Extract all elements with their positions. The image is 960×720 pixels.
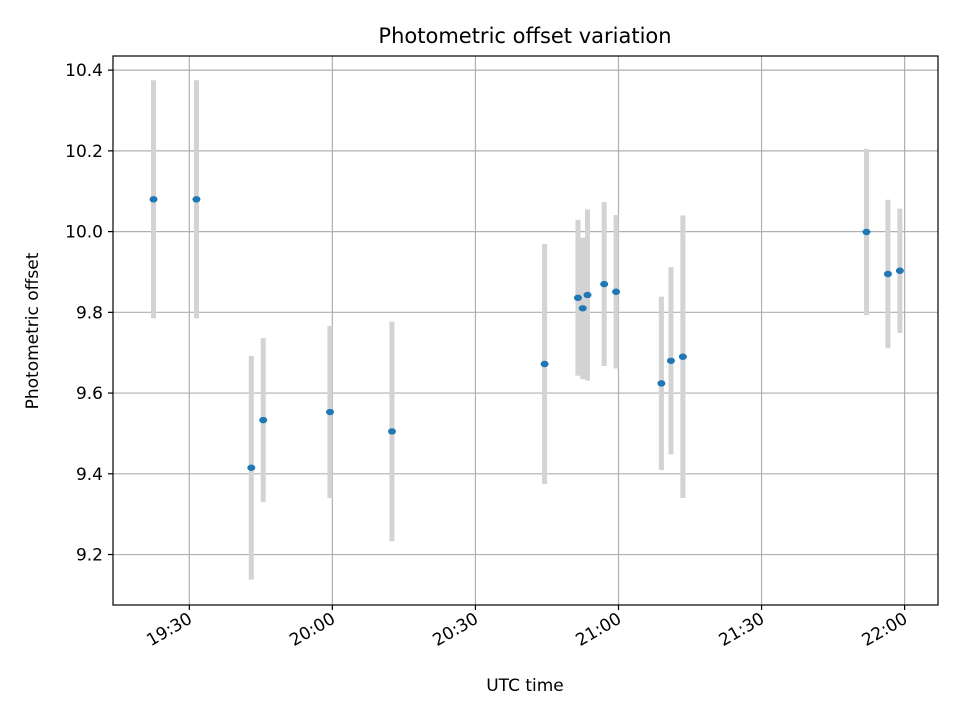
- y-tick-label: 9.8: [76, 303, 103, 323]
- plot-frame: [112, 55, 939, 606]
- data-point: [259, 416, 268, 424]
- data-point: [149, 196, 158, 203]
- data-point: [247, 464, 256, 471]
- data-point: [657, 380, 666, 387]
- y-axis-label: Photometric offset: [23, 252, 43, 409]
- data-point: [540, 360, 549, 368]
- data-point: [862, 228, 871, 236]
- data-points: [149, 196, 904, 471]
- data-point: [573, 294, 582, 302]
- y-tick-label: 9.6: [76, 384, 103, 404]
- y-tick-label: 9.2: [76, 546, 103, 566]
- x-axis-label: UTC time: [486, 676, 564, 696]
- y-tick-label: 9.4: [76, 465, 103, 485]
- data-point: [666, 357, 675, 364]
- data-point: [578, 305, 587, 312]
- y-tick-label: 10.4: [65, 61, 103, 81]
- y-tick-label: 10.0: [65, 223, 103, 243]
- data-point: [678, 353, 687, 360]
- data-point: [612, 288, 621, 295]
- grid: [113, 56, 938, 605]
- data-point: [325, 408, 334, 416]
- data-point: [192, 196, 201, 203]
- data-point: [583, 291, 592, 299]
- data-point: [883, 270, 892, 278]
- data-point: [387, 428, 396, 435]
- data-point: [895, 267, 904, 274]
- y-tick-label: 10.2: [65, 142, 103, 162]
- data-point: [600, 280, 609, 288]
- chart-title: Photometric offset variation: [378, 24, 671, 48]
